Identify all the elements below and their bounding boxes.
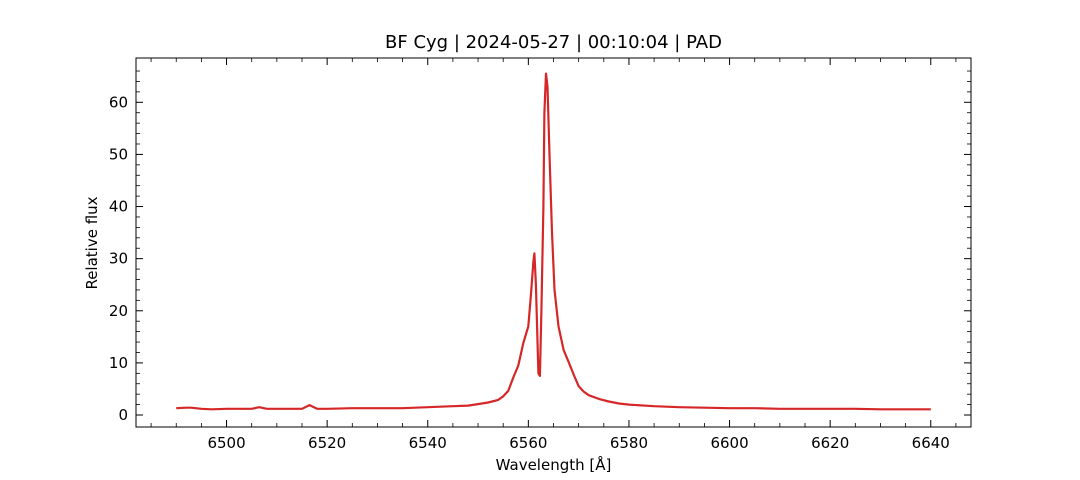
y-tick-label: 60 xyxy=(109,93,128,111)
spectrum-line xyxy=(176,72,931,411)
chart-title: BF Cyg | 2024-05-27 | 00:10:04 | PAD xyxy=(385,32,722,53)
x-axis-ticks: 6500 6520 6540 6560 6580 6600 6620 6640 xyxy=(150,58,957,452)
x-tick-label: 6520 xyxy=(308,434,346,452)
y-axis-label: Relative flux xyxy=(83,196,101,289)
x-tick-label: 6600 xyxy=(710,434,748,452)
series-group xyxy=(176,72,931,411)
x-tick-label: 6560 xyxy=(509,434,547,452)
y-tick-label: 50 xyxy=(109,145,128,163)
x-tick-label: 6540 xyxy=(409,434,447,452)
y-tick-label: 40 xyxy=(109,198,128,216)
x-tick-label: 6620 xyxy=(811,434,849,452)
x-tick-label: 6580 xyxy=(610,434,648,452)
x-tick-label: 6640 xyxy=(912,434,950,452)
x-tick-label: 6500 xyxy=(207,434,245,452)
y-axis-ticks: 0 10 20 30 40 50 60 xyxy=(109,70,971,424)
y-tick-label: 10 xyxy=(109,354,128,372)
y-tick-label: 30 xyxy=(109,250,128,268)
y-tick-label: 0 xyxy=(118,406,128,424)
plot-frame xyxy=(135,57,972,428)
y-tick-label: 20 xyxy=(109,302,128,320)
x-axis-label: Wavelength [Å] xyxy=(496,455,612,474)
